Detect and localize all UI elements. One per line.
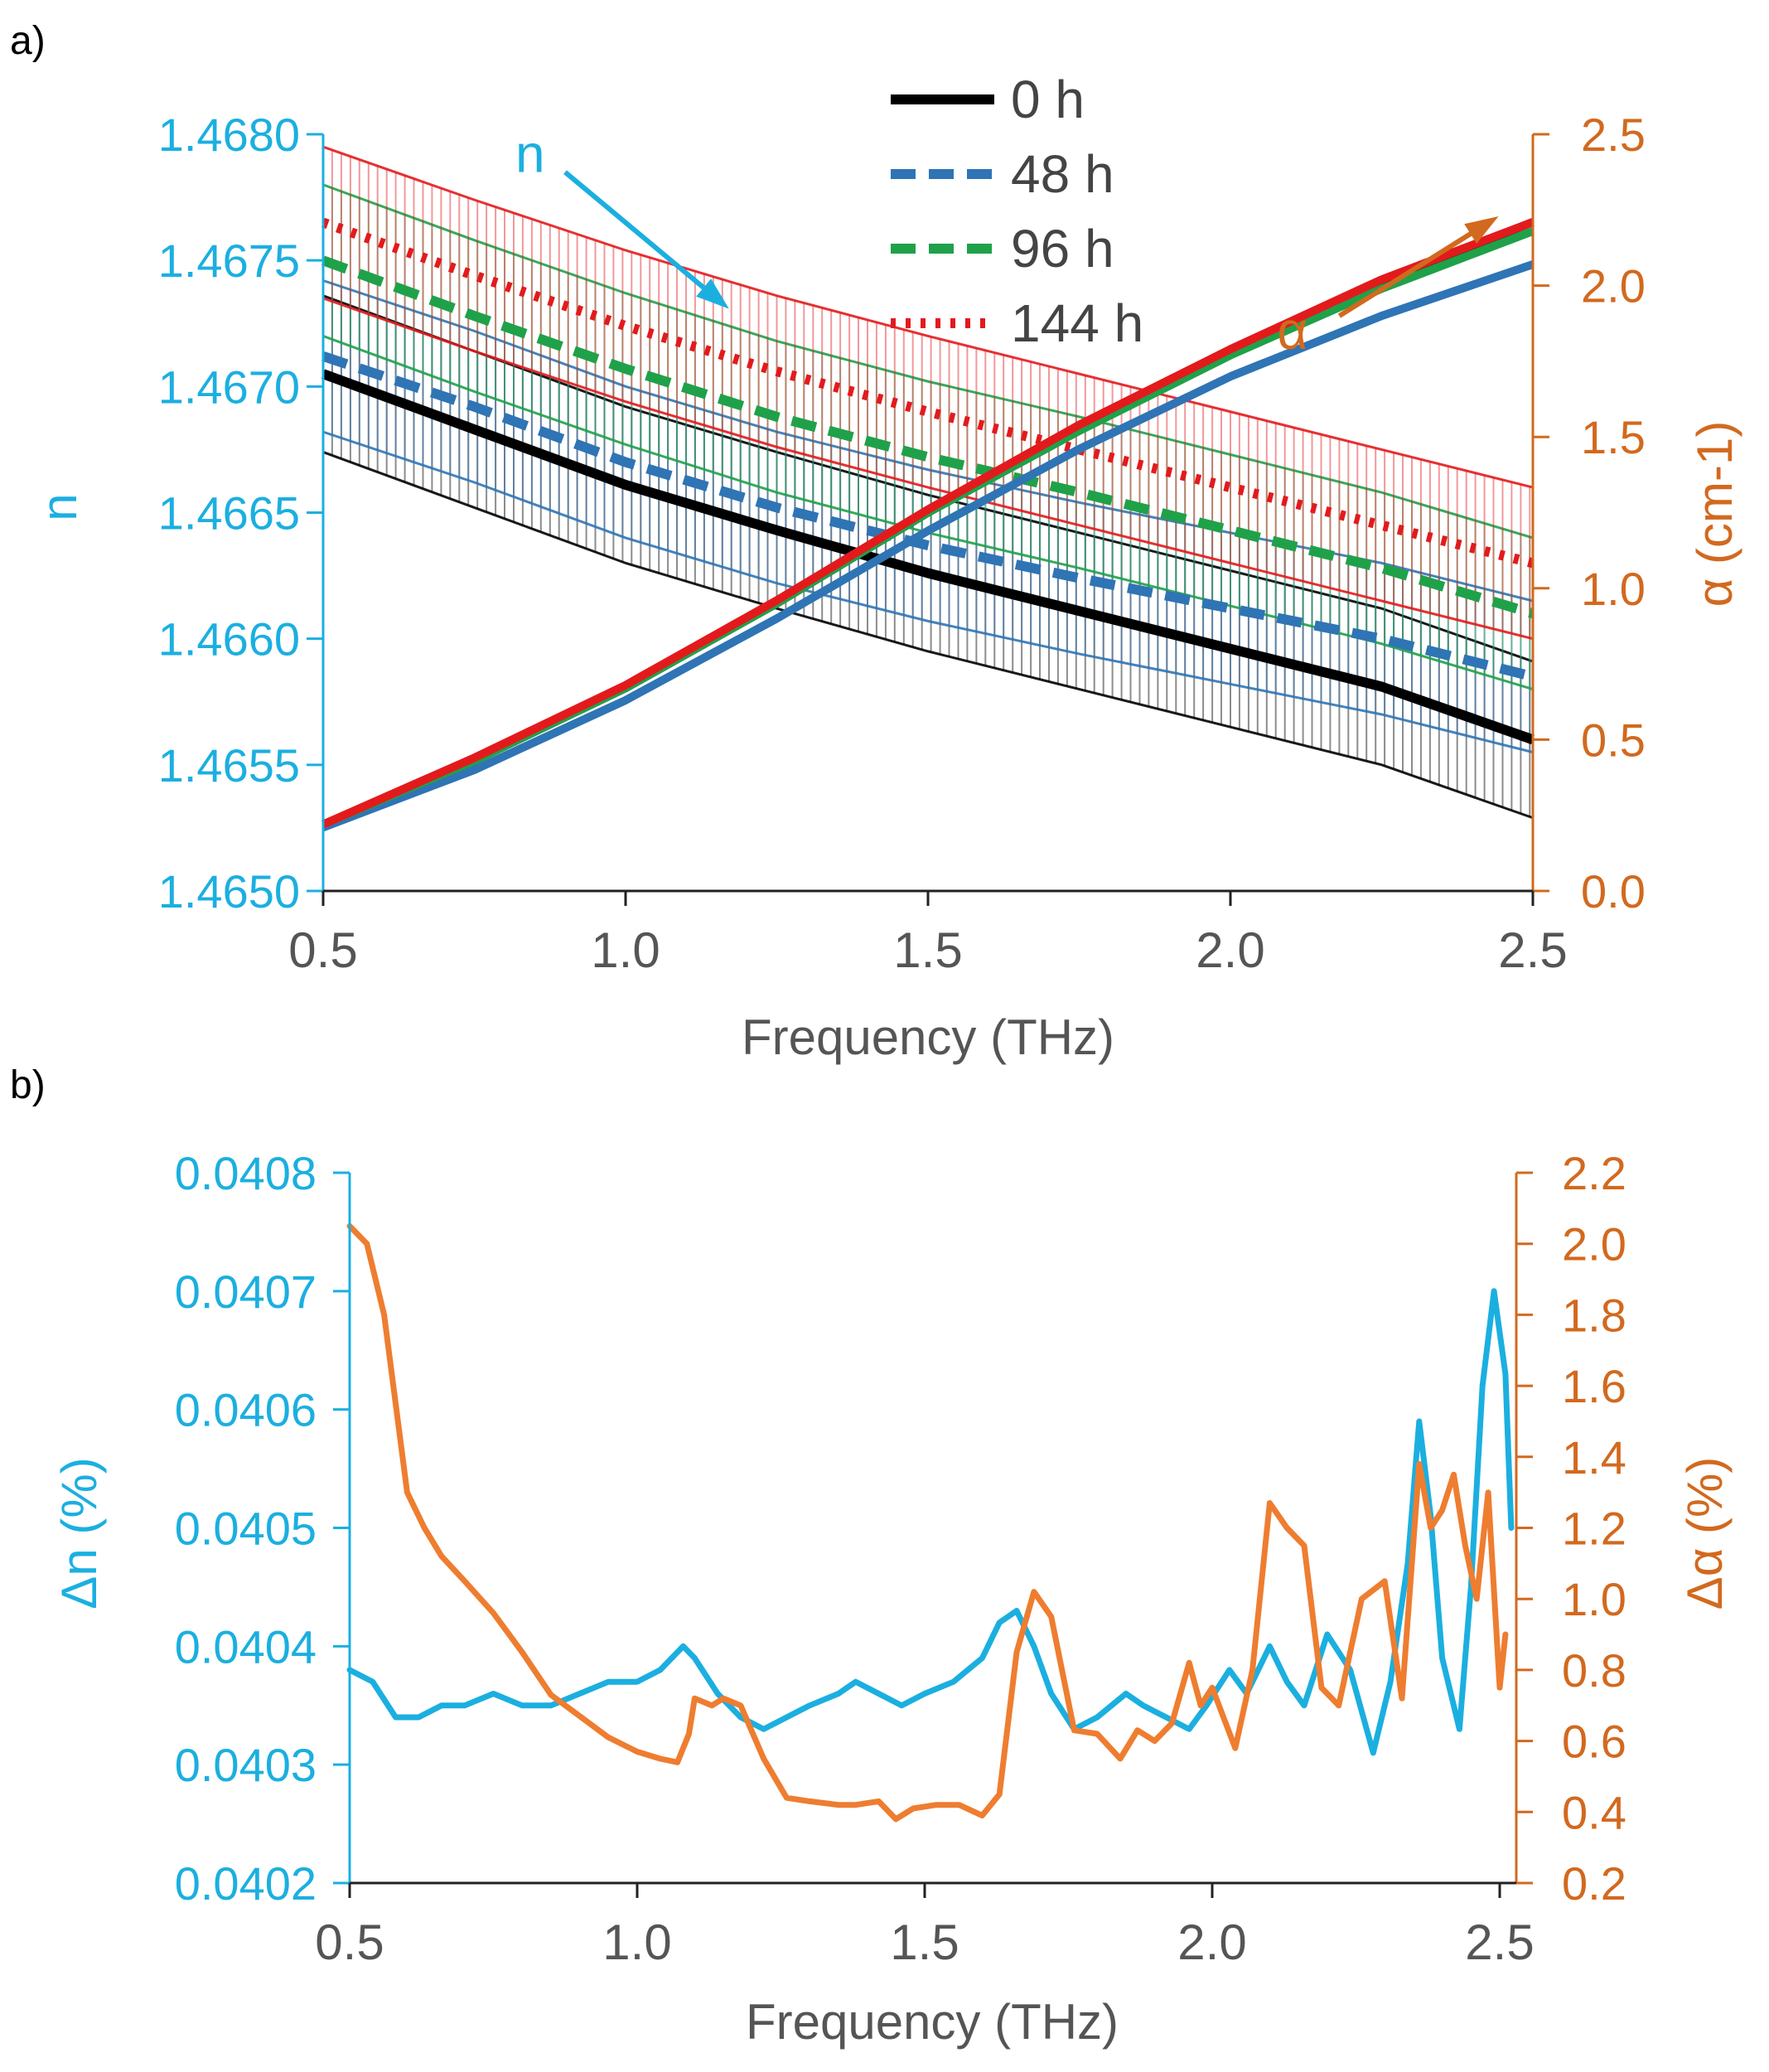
alpha-annotation-label: α xyxy=(1277,301,1307,361)
y-tick-label-right: 1.0 xyxy=(1562,1573,1626,1625)
y-axis-label-right: Δα (%) xyxy=(1677,1457,1733,1610)
y-tick-label-right: 1.5 xyxy=(1581,411,1646,463)
y-tick-label-right: 0.0 xyxy=(1581,865,1646,917)
y-tick-label-left: 1.4675 xyxy=(158,235,300,287)
x-tick-label: 2.5 xyxy=(1498,922,1567,978)
series-line-n xyxy=(321,351,1535,682)
error-band-lower xyxy=(322,430,1534,754)
y-tick-label-right: 1.6 xyxy=(1562,1360,1626,1412)
y-tick-label-left: 0.0404 xyxy=(175,1620,317,1673)
y-axis-label-right: α (cm-1) xyxy=(1687,421,1742,608)
error-band-lower xyxy=(322,297,1534,641)
series-line-alpha xyxy=(321,218,1535,829)
n-annotation-label: n xyxy=(515,124,545,184)
x-tick-label: 2.5 xyxy=(1465,1915,1534,1970)
y-tick-label-left: 1.4650 xyxy=(158,865,300,917)
n-arrow-head xyxy=(696,278,729,309)
y-tick-label-left: 0.0403 xyxy=(175,1739,317,1791)
panel-a-label: a) xyxy=(10,19,46,63)
annotations: nα xyxy=(515,124,1499,361)
y-tick-label-right: 0.2 xyxy=(1562,1857,1626,1910)
y-tick-label-right: 2.5 xyxy=(1581,109,1646,161)
alpha-arrow xyxy=(1337,223,1486,318)
legend: 0 h 48 h 96 h 144 h xyxy=(891,70,1143,353)
x-tick-label: 2.0 xyxy=(1177,1915,1246,1970)
y-tick-label-right: 0.4 xyxy=(1562,1786,1626,1838)
axes: 0.0402 0.0403 0.0404 0.0405 0.0406 0.0407 0.04… xyxy=(175,1147,1626,1970)
panel-b-label: b) xyxy=(10,1063,46,1107)
x-tick-label: 0.5 xyxy=(288,922,357,978)
series-line-n xyxy=(321,217,1535,569)
y-tick-label-right: 2.0 xyxy=(1581,260,1646,312)
y-tick-label-left: 0.0402 xyxy=(175,1857,317,1910)
legend-entry: 48 h xyxy=(1011,144,1114,204)
axes: 1.4650 1.4655 1.4660 1.4665 1.4670 1.4675 1.46… xyxy=(158,109,1646,978)
y-tick-label-left: 1.4680 xyxy=(158,109,300,161)
error-band-upper xyxy=(322,145,1534,489)
series-line-delta-alpha xyxy=(346,1222,1509,1823)
y-tick-label-left: 1.4665 xyxy=(158,487,300,540)
n-arrow xyxy=(563,170,718,301)
y-tick-label-right: 0.6 xyxy=(1562,1716,1626,1768)
legend-entry: 96 h xyxy=(1011,219,1114,278)
series-lines xyxy=(321,217,1535,831)
series-lines xyxy=(346,1222,1515,1823)
alpha-arrow-head xyxy=(1464,215,1499,244)
error-band-upper xyxy=(322,294,1534,663)
error-band-lower xyxy=(322,451,1534,820)
x-axis-label: Frequency (THz) xyxy=(742,1009,1114,1065)
y-axis-label-left: Δn (%) xyxy=(51,1457,107,1609)
y-tick-label-right: 1.0 xyxy=(1581,563,1646,615)
series-line-delta-n xyxy=(346,1288,1515,1756)
x-tick-label: 1.5 xyxy=(890,1915,959,1970)
y-tick-label-right: 1.4 xyxy=(1562,1431,1626,1484)
y-tick-label-left: 0.0407 xyxy=(175,1266,317,1318)
x-tick-label: 1.0 xyxy=(591,922,660,978)
y-tick-label-right: 2.2 xyxy=(1562,1147,1626,1199)
panel-a-chart: 1.4650 1.4655 1.4660 1.4665 1.4670 1.4675 1.46… xyxy=(31,70,1742,1065)
panel-b-chart: 0.0402 0.0403 0.0404 0.0405 0.0406 0.0407 0.04… xyxy=(51,1147,1733,2050)
y-tick-label-right: 0.5 xyxy=(1581,714,1646,766)
y-tick-label-right: 0.8 xyxy=(1562,1644,1626,1697)
x-tick-label: 1.0 xyxy=(602,1915,671,1970)
y-tick-label-right: 1.2 xyxy=(1562,1503,1626,1555)
y-tick-label-left: 1.4670 xyxy=(158,361,300,413)
legend-entry: 0 h xyxy=(1011,70,1085,129)
y-tick-label-left: 0.0408 xyxy=(175,1147,317,1199)
series-line-n xyxy=(321,369,1535,745)
series-line-n xyxy=(321,255,1535,618)
y-tick-label-left: 1.4660 xyxy=(158,613,300,666)
x-tick-label: 0.5 xyxy=(315,1915,384,1970)
legend-entry: 144 h xyxy=(1011,293,1143,353)
x-axis-label: Frequency (THz) xyxy=(746,1994,1119,2050)
y-tick-label-left: 0.0406 xyxy=(175,1384,317,1436)
y-axis-label-left: n xyxy=(31,493,87,520)
y-tick-label-left: 0.0405 xyxy=(175,1503,317,1555)
error-bands xyxy=(322,145,1534,820)
y-tick-label-right: 2.0 xyxy=(1562,1218,1626,1271)
x-tick-label: 1.5 xyxy=(893,922,962,978)
series-line-alpha xyxy=(321,260,1535,831)
y-tick-label-left: 1.4655 xyxy=(158,739,300,792)
x-tick-label: 2.0 xyxy=(1196,922,1264,978)
error-band-upper xyxy=(322,183,1534,540)
y-tick-label-right: 1.8 xyxy=(1562,1289,1626,1341)
